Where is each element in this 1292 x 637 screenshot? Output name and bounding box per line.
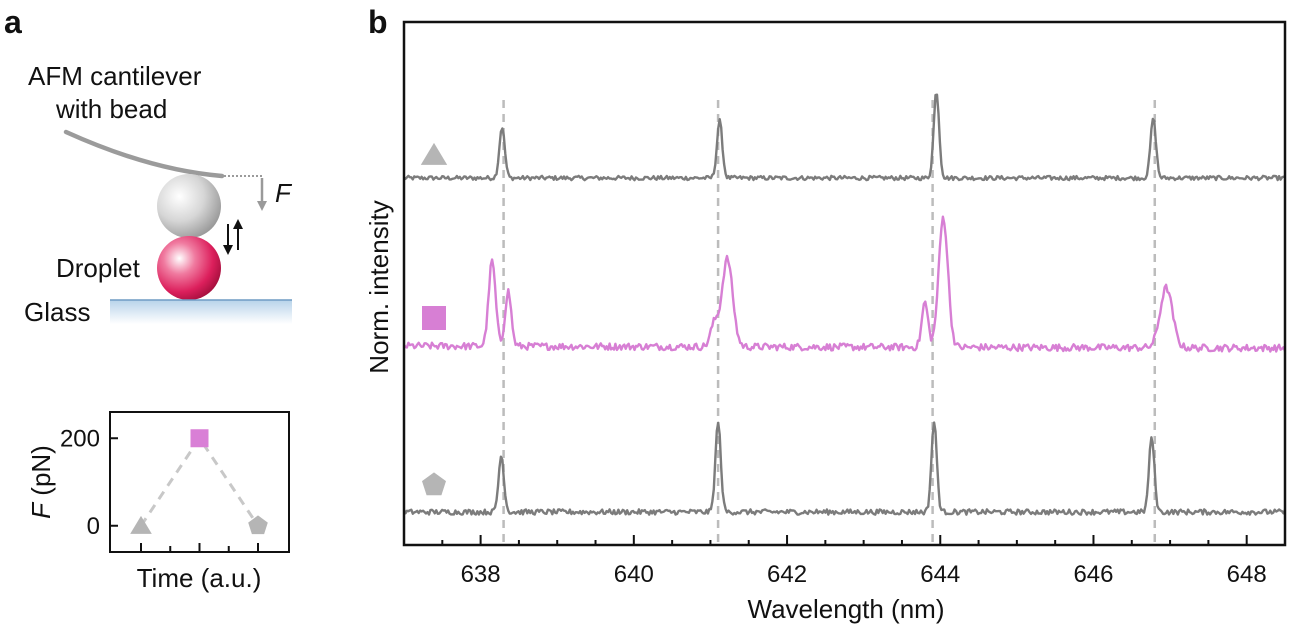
cantilever-label-line2: with bead: [55, 94, 167, 124]
x-tick-label: 638: [461, 561, 501, 588]
inset-dashed-line: [139, 435, 260, 527]
x-tick-label: 644: [920, 561, 960, 588]
spectrum-square: [403, 215, 1287, 353]
bead: [157, 174, 221, 238]
panel-a: a AFM cantilever with bead F Droplet Gla…: [4, 4, 293, 593]
spectra-plot: 638 640 642 644 646 648: [402, 20, 1287, 588]
cantilever-beam: [63, 129, 225, 179]
spectrum-triangle: [403, 93, 1286, 182]
series-pentagon-marker: [422, 472, 446, 496]
series-square-marker: [422, 306, 446, 330]
inset-pentagon-marker: [248, 515, 268, 535]
cantilever-label-line1: AFM cantilever: [28, 61, 202, 91]
inset-series: [130, 429, 268, 535]
panel-a-letter: a: [4, 4, 22, 40]
panel-b: b 638 640 642 644 646 648 Wavelength (nm) Nor…: [364, 4, 1287, 624]
inset-ticks: 0 200: [60, 425, 259, 552]
force-symbol: F: [275, 178, 293, 208]
inset-y-tick-label: 0: [87, 513, 100, 540]
force-time-inset: 0 200 Time (a.u.) F (pN): [26, 411, 290, 593]
x-tick-label: 646: [1073, 561, 1113, 588]
inset-y-label: F (pN): [26, 445, 56, 519]
inset-y-label-unit: (pN): [26, 445, 56, 503]
x-tick-label: 640: [614, 561, 654, 588]
inset-y-label-symbol: F: [26, 501, 56, 519]
spectra-y-label: Norm. intensity: [364, 200, 394, 373]
inset-y-tick-label: 200: [60, 425, 100, 452]
spectra-x-label: Wavelength (nm): [748, 594, 945, 624]
spectrum-pentagon: [402, 421, 1287, 516]
inset-square-marker: [190, 429, 209, 448]
inset-triangle-marker: [130, 515, 152, 534]
x-tick-label: 648: [1227, 561, 1267, 588]
panel-b-letter: b: [368, 4, 388, 40]
inset-x-label: Time (a.u.): [137, 563, 262, 593]
droplet-label: Droplet: [56, 253, 141, 283]
series-triangle-marker: [420, 142, 448, 165]
droplet: [157, 236, 221, 300]
glass-slab: [110, 300, 292, 324]
spectra-frame: [402, 20, 1287, 547]
x-tick-label: 642: [767, 561, 807, 588]
glass-label: Glass: [24, 297, 90, 327]
